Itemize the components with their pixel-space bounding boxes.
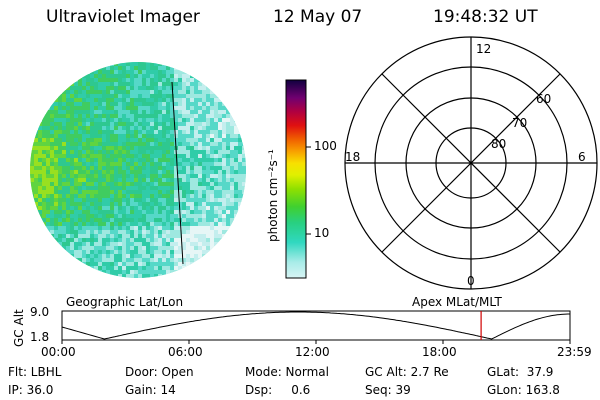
status-gc-alt: GC Alt: 2.7 Re: [365, 365, 449, 379]
orbit-x-ticks: [61, 340, 571, 344]
time-tick-0000: 00:00: [41, 345, 76, 359]
instrument-title: Ultraviolet Imager: [46, 7, 200, 27]
mlt-label-6: 6: [578, 150, 586, 164]
status-glat: GLat: 37.9: [487, 365, 554, 379]
time-tick-1800: 18:00: [422, 345, 457, 359]
status-door: Door: Open: [125, 365, 194, 379]
lat-label-60: 60: [536, 92, 552, 106]
y-max-label: 9.0: [30, 305, 50, 319]
colorbar: [285, 79, 307, 279]
orbit-altitude-curve: [61, 311, 570, 340]
colorbar-label-100: 100: [314, 139, 337, 153]
status-ip: IP: 36.0: [8, 383, 54, 397]
time-tick-1200: 12:00: [295, 345, 330, 359]
status-gain: Gain: 14: [125, 383, 176, 397]
date-label: 12 May 07: [273, 7, 363, 27]
colorbar-unit-label: photon cm⁻²s⁻¹: [266, 149, 280, 242]
mlt-label-12: 12: [476, 42, 492, 56]
lat-label-70: 70: [512, 116, 528, 130]
status-dsp: Dsp: 0.6: [245, 383, 311, 397]
polar-diagonal-2: [381, 73, 561, 253]
status-glon: GLon: 163.8: [487, 383, 560, 397]
time-label: 19:48:32 UT: [433, 7, 538, 27]
time-tick-0600: 06:00: [168, 345, 203, 359]
lat-label-80: 80: [491, 137, 507, 151]
mlt-label-0: 0: [467, 274, 475, 288]
y-min-label: 1.8: [30, 330, 50, 344]
mlt-label-18: 18: [345, 150, 361, 164]
geo-latlon-title: Geographic Lat/Lon: [66, 295, 184, 309]
apex-mlat-title: Apex MLat/MLT: [412, 295, 502, 309]
uv-earth-image: [30, 62, 246, 278]
polar-grid: [344, 36, 598, 290]
time-tick-2359: 23:59: [557, 345, 592, 359]
gc-alt-axis-label: GC Alt: [12, 309, 26, 347]
colorbar-label-10: 10: [314, 226, 330, 240]
status-filter: Flt: LBHL: [8, 365, 62, 379]
terminator-line: [171, 81, 184, 265]
status-mode: Mode: Normal: [245, 365, 329, 379]
status-seq: Seq: 39: [365, 383, 411, 397]
orbit-plot-frame: [61, 310, 571, 341]
